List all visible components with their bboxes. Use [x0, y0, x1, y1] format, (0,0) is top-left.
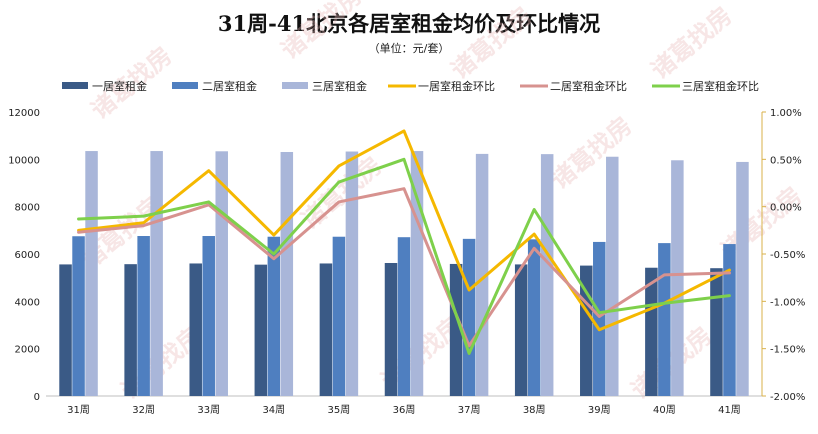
x-tick-label: 34周 [262, 404, 285, 416]
bar [514, 264, 528, 396]
watermark-text: 诸葛找房 [546, 111, 638, 194]
bar [384, 262, 398, 396]
bar [449, 263, 463, 396]
series-line [77, 187, 731, 348]
x-tick-label: 37周 [458, 404, 481, 416]
legend-label: 一居室租金 [92, 79, 147, 93]
legend-swatch [282, 82, 308, 89]
watermark-text: 诸葛找房 [446, 1, 538, 84]
x-tick-label: 36周 [393, 404, 416, 416]
y-left-tick-label: 8000 [15, 203, 40, 214]
legend-label: 一居室租金环比 [418, 79, 495, 93]
bar [723, 244, 736, 396]
y-left-tick-label: 10000 [8, 155, 40, 166]
legend-label: 二居室租金环比 [550, 79, 627, 93]
bar [540, 154, 554, 396]
bar [658, 243, 671, 396]
y-left-tick-label: 2000 [15, 345, 40, 356]
y-right-tick-label: -1.00% [770, 297, 805, 308]
bar [475, 153, 489, 396]
series-line [77, 129, 731, 332]
x-tick-label: 40周 [653, 404, 676, 416]
legend: 一居室租金 二居室租金 三居室租金 一居室租金环比 二居室租金环比 三居室租金环比 [62, 79, 759, 93]
bar [397, 237, 411, 396]
bar [671, 160, 684, 396]
chart-subtitle: （单位：元/套） [368, 42, 450, 55]
y-right-tick-label: 0.00% [770, 203, 802, 214]
bar [254, 264, 268, 396]
legend-swatch [62, 82, 88, 89]
bar [280, 151, 294, 396]
series-line [77, 157, 731, 355]
x-tick-label: 38周 [523, 404, 546, 416]
x-tick-label: 33周 [197, 404, 220, 416]
x-tick-label: 35周 [328, 404, 351, 416]
bar [137, 236, 150, 396]
bar [710, 268, 723, 396]
bar [267, 236, 281, 396]
watermark-text: 诸葛找房 [276, 0, 368, 65]
y-right-tick-label: 1.00% [770, 108, 802, 119]
lines [77, 129, 731, 355]
bar [345, 151, 359, 396]
bar [72, 236, 85, 396]
legend-label: 三居室租金环比 [682, 79, 759, 93]
bar [189, 263, 202, 396]
bar [202, 236, 215, 396]
bar [150, 151, 163, 396]
bar [85, 151, 98, 396]
x-tick-label: 39周 [588, 404, 611, 416]
legend-label: 三居室租金 [312, 79, 367, 93]
bar [124, 264, 137, 396]
bar [332, 236, 346, 396]
y-left-tick-label: 0 [34, 392, 40, 403]
watermark-layer: 诸葛找房诸葛找房诸葛找房诸葛找房诸葛找房诸葛找房诸葛找房诸葛找房诸葛找房诸葛找房… [76, 0, 808, 405]
bar [645, 267, 658, 396]
axes: 0 2000 4000 6000 8000 10000 12000 -2.00% -1.50% -… [8, 108, 805, 416]
bar [606, 156, 619, 396]
x-tick-label: 41周 [718, 404, 741, 416]
bar [527, 239, 541, 396]
chart-title: 31周-41北京各居室租金均价及环比情况 [217, 11, 601, 36]
y-right-tick-label: 0.50% [770, 155, 802, 166]
y-left-tick-label: 12000 [8, 108, 40, 119]
y-right-tick-label: -1.50% [770, 345, 805, 356]
x-tick-label: 31周 [67, 404, 90, 416]
bar [593, 241, 606, 396]
bar [736, 161, 749, 396]
legend-label: 二居室租金 [202, 79, 257, 93]
x-tick-label: 32周 [132, 404, 155, 416]
legend-swatch [172, 82, 198, 89]
y-right-tick-label: -0.50% [770, 250, 805, 261]
y-right-tick-label: -2.00% [770, 392, 805, 403]
bar [59, 264, 72, 396]
bar [319, 263, 333, 396]
y-left-tick-label: 4000 [15, 297, 40, 308]
bar [462, 238, 476, 396]
watermark-text: 诸葛找房 [646, 1, 738, 84]
y-left-tick-label: 6000 [15, 250, 40, 261]
